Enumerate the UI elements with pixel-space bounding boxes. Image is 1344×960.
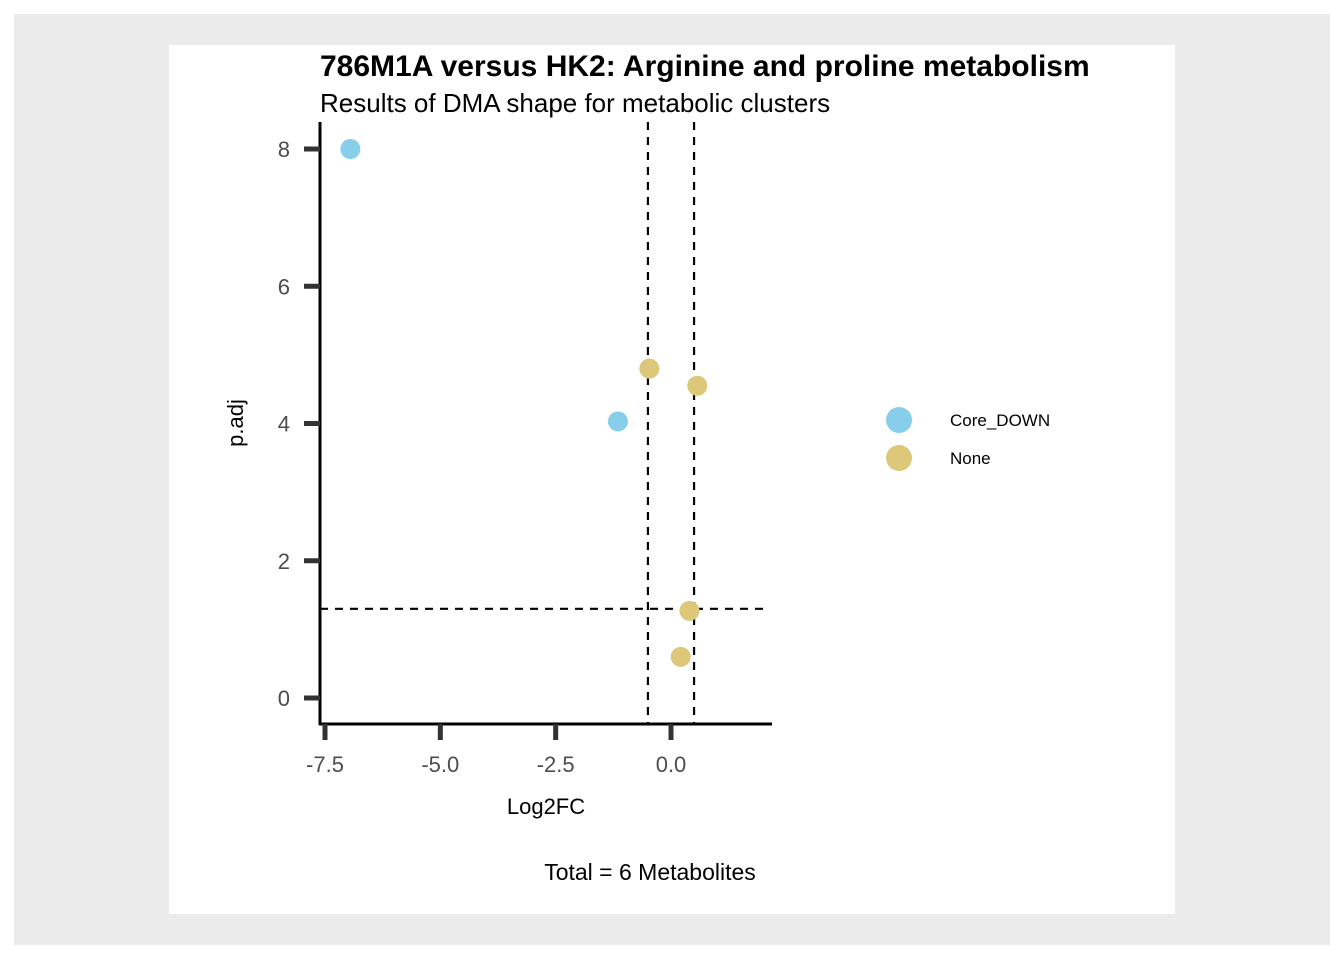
legend-label: Core_DOWN: [950, 411, 1050, 430]
data-point: [670, 646, 691, 667]
legend-label: None: [950, 449, 991, 468]
legend: Core_DOWN None: [886, 407, 1050, 471]
y-tick-label: 8: [278, 137, 290, 162]
y-axis-title: p.adj: [223, 399, 248, 447]
data-point: [340, 139, 361, 159]
chart-caption: Total = 6 Metabolites: [544, 859, 756, 885]
chart-subtitle: Results of DMA shape for metabolic clust…: [320, 88, 830, 118]
y-tick-label: 4: [278, 412, 290, 437]
legend-key: [886, 407, 912, 433]
plot-area: 0 2 4 6 8 -7.5 -5.0 -2.5 0.0: [278, 122, 772, 777]
chart-title: 786M1A versus HK2: Arginine and proline …: [320, 50, 1090, 83]
x-axis-title: Log2FC: [507, 794, 585, 819]
plot-panel: [169, 45, 1175, 914]
x-tick-label: -5.0: [421, 752, 459, 777]
y-tick-label: 6: [278, 274, 290, 299]
data-point: [639, 358, 660, 379]
data-point: [687, 375, 708, 396]
legend-key: [886, 445, 912, 471]
y-tick-label: 2: [278, 549, 290, 574]
data-point: [679, 600, 700, 621]
x-tick-label: -7.5: [306, 752, 344, 777]
x-tick-label: -2.5: [537, 752, 575, 777]
y-tick-label: 0: [278, 686, 290, 711]
x-tick-label: 0.0: [656, 752, 687, 777]
data-point: [607, 411, 628, 432]
